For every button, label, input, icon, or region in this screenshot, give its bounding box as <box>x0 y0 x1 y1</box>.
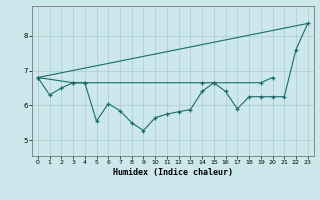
X-axis label: Humidex (Indice chaleur): Humidex (Indice chaleur) <box>113 168 233 177</box>
